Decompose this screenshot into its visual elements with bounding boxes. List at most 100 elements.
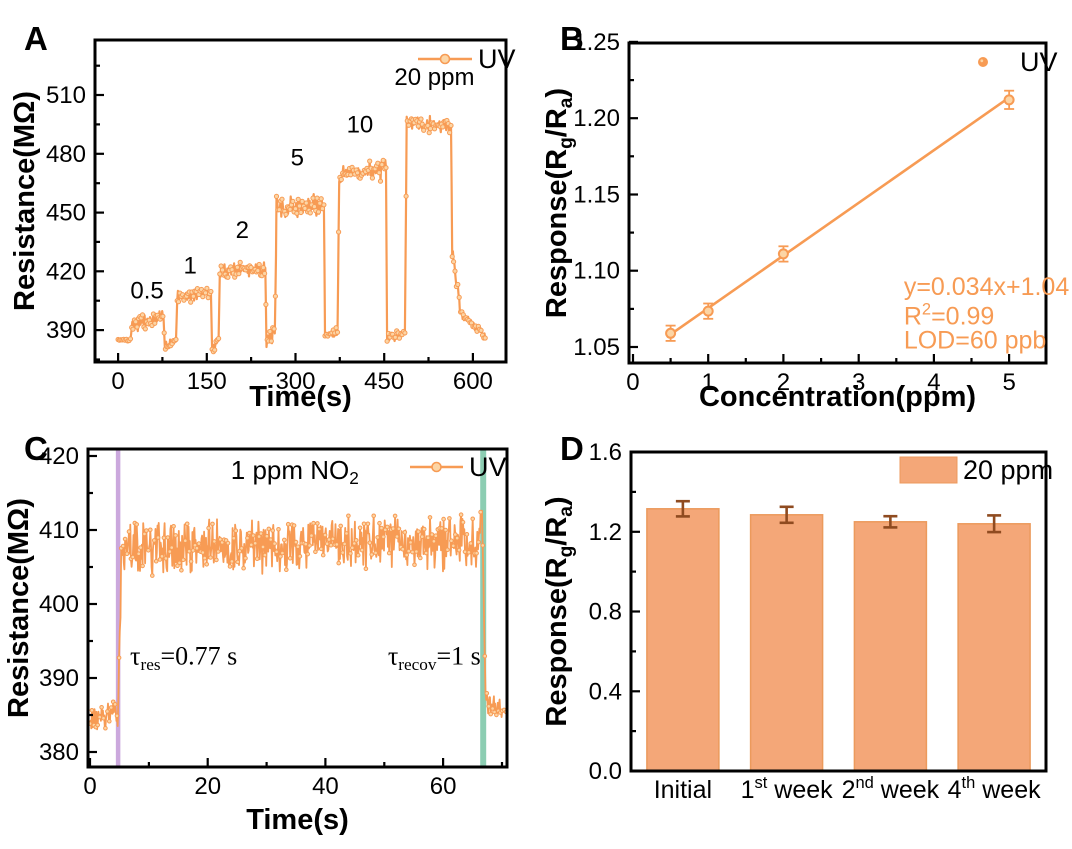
panel-letter-D: D: [560, 430, 584, 467]
annotation: τres=0.77 s: [130, 642, 237, 674]
data-series: [115, 114, 488, 355]
annotation: 1 ppm NO2: [231, 455, 359, 488]
category-label: 2nd week: [842, 774, 940, 804]
data-point: [702, 305, 714, 317]
x-tick-label: 4: [927, 369, 940, 396]
error-bar: [987, 514, 1002, 534]
y-tick-label: 400: [39, 591, 79, 618]
legend-label: 20 ppm: [963, 455, 1053, 485]
bar: [957, 523, 1031, 772]
plot-area: [115, 114, 488, 355]
y-tick-label: 1.6: [589, 439, 622, 466]
y-tick-label: 510: [46, 82, 86, 109]
panel-letter-A: A: [24, 20, 48, 57]
y-tick-label: 410: [39, 517, 79, 544]
category-label: 1st week: [741, 774, 834, 804]
y-tick-label: 1.05: [573, 333, 620, 360]
panel-C: C 0 20 40 60 380 390 400 410 420 Time(s) Resistanc…: [0, 424, 536, 849]
legend: UV: [410, 452, 507, 482]
category-label: Initial: [654, 776, 712, 804]
legend-label: UV: [1020, 47, 1058, 77]
fit-line: [666, 96, 1010, 339]
x-tick-label: 150: [187, 368, 227, 395]
y-axis-title: Response(Rg/Ra): [541, 496, 577, 726]
y-tick-label: 1.2: [589, 518, 622, 545]
y-tick-label: 450: [46, 199, 86, 226]
x-tick-label: 20: [194, 773, 221, 800]
annotation: 10: [347, 111, 374, 138]
x-tick-label: 40: [312, 773, 339, 800]
chart-stability-bars: Initial 1st week 2nd week 4th week 0.0 0.4 0.8…: [541, 439, 1053, 805]
annotation: 2: [236, 217, 249, 244]
bar: [853, 521, 928, 772]
axis-ticks: [88, 454, 504, 767]
annotation: R2=0.99: [904, 300, 995, 330]
x-axis-title: Concentration(ppm): [699, 381, 976, 413]
error-bar: [883, 514, 898, 529]
x-tick-label: 60: [430, 773, 457, 800]
data-point: [665, 327, 677, 339]
axis-ticks: [631, 450, 640, 773]
legend-marker-highlight: [980, 59, 984, 63]
y-axis-title: Resistance(MΩ): [9, 91, 41, 311]
y-tick-label: 380: [39, 738, 79, 765]
y-tick-label: 420: [46, 258, 86, 285]
x-tick-label: 2: [777, 369, 790, 396]
series-markers: [88, 509, 507, 731]
data-series: [88, 509, 507, 731]
bar: [749, 514, 824, 772]
y-axis-title: Response(Rg/Ra): [541, 88, 577, 318]
y-tick-label: 0.8: [589, 598, 622, 625]
annotation: 0.5: [130, 278, 163, 305]
error-bar: [779, 505, 794, 525]
y-tick-label: 420: [39, 443, 79, 470]
plot-area: [88, 449, 507, 767]
panel-D: D Initial 1st week 2nd week 4th week 0.0 0.4 0…: [536, 424, 1072, 849]
x-tick-label: 0: [111, 368, 124, 395]
axis-ticks: [629, 40, 1011, 363]
y-tick-label: 390: [46, 317, 86, 344]
annotation: y=0.034x+1.04: [904, 273, 1070, 301]
annotation: LOD=60 ppb: [904, 327, 1046, 355]
chart-dynamic-response: 0 150 300 450 600390420450480510Time(s)Resis…: [9, 38, 516, 413]
y-tick-label: 1.15: [573, 181, 620, 208]
x-axis-title: Time(s): [246, 804, 349, 836]
plot-area: [646, 499, 1031, 772]
y-tick-label: 390: [39, 664, 79, 691]
category-label: 4th week: [948, 774, 1041, 804]
legend-marker: [978, 57, 988, 67]
x-tick-label: 0: [626, 369, 639, 396]
y-tick-label: 0.0: [589, 758, 622, 785]
error-bar: [675, 499, 690, 518]
chart-calibration-line: 0 1 2 3 4 5 1.05 1.10 1.15 1.20 1.25 Concentration(…: [541, 28, 1070, 413]
panel-A: A 0 150 300 450 600 390 420 450 480 510 Time(s) Res…: [0, 0, 536, 424]
legend-label: UV: [469, 452, 507, 482]
data-points: [665, 89, 1015, 342]
x-tick-label: 3: [852, 369, 865, 396]
annotation: 1: [184, 252, 197, 279]
x-tick-label: 5: [1002, 369, 1015, 396]
annotation: 5: [291, 145, 304, 172]
plot-frame: [93, 38, 508, 364]
bar: [646, 508, 720, 772]
data-point: [777, 248, 789, 260]
y-tick-label: 1.25: [573, 28, 620, 55]
y-tick-label: 1.20: [573, 105, 620, 132]
y-axis-title: Resistance(MΩ): [3, 498, 35, 718]
legend-marker: [439, 53, 451, 65]
series-markers: [115, 116, 488, 355]
data-point: [1003, 94, 1015, 106]
legend: UV: [418, 44, 516, 74]
plot-frame: [627, 41, 1048, 365]
y-tick-label: 1.10: [573, 257, 620, 284]
x-axis-title: Time(s): [249, 381, 352, 413]
x-tick-label: 300: [275, 368, 315, 395]
x-tick-label: 450: [364, 368, 404, 395]
legend-marker: [431, 461, 442, 473]
chart-response-recovery: 0 20 40 60 380 390 400 410 420 Time(s) Resistance(…: [3, 443, 509, 836]
panel-B: B 0 1 2 3 4 5 1.05 1.10 1.15 1.20 1.25 Concentratio…: [536, 0, 1072, 424]
axis-ticks: [95, 64, 474, 362]
legend-label: UV: [478, 44, 516, 74]
annotation: τrecov=1 s: [388, 642, 481, 674]
